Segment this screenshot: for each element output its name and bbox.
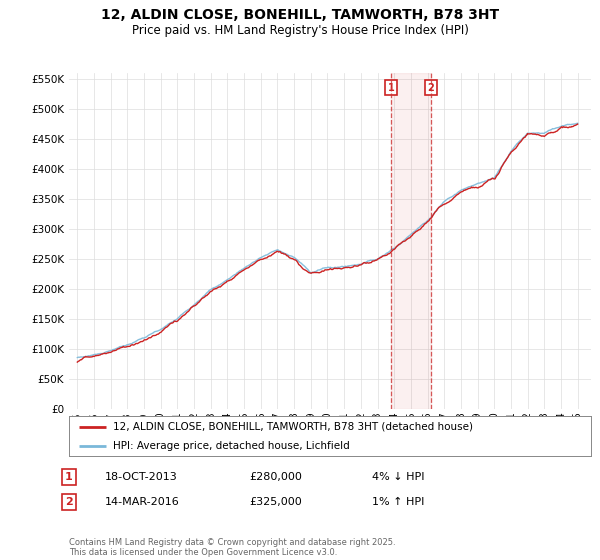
Text: 12, ALDIN CLOSE, BONEHILL, TAMWORTH, B78 3HT: 12, ALDIN CLOSE, BONEHILL, TAMWORTH, B78… [101, 8, 499, 22]
Bar [391, 73, 431, 409]
Text: 14-MAR-2016: 14-MAR-2016 [105, 497, 180, 507]
Text: £280,000: £280,000 [249, 472, 302, 482]
Text: HPI: Average price, detached house, Lichfield: HPI: Average price, detached house, Lich… [113, 441, 350, 450]
Text: £325,000: £325,000 [249, 497, 302, 507]
Text: 12, ALDIN CLOSE, BONEHILL, TAMWORTH, B78 3HT (detached house): 12, ALDIN CLOSE, BONEHILL, TAMWORTH, B78… [113, 422, 473, 432]
Text: Contains HM Land Registry data © Crown copyright and database right 2025.
This d: Contains HM Land Registry data © Crown c… [69, 538, 395, 557]
Text: 2: 2 [65, 497, 73, 507]
Text: 4% ↓ HPI: 4% ↓ HPI [372, 472, 425, 482]
Text: 1% ↑ HPI: 1% ↑ HPI [372, 497, 424, 507]
Text: 1: 1 [65, 472, 73, 482]
Text: 1: 1 [388, 83, 394, 93]
Text: 18-OCT-2013: 18-OCT-2013 [105, 472, 178, 482]
Text: 2: 2 [428, 83, 434, 93]
Text: Price paid vs. HM Land Registry's House Price Index (HPI): Price paid vs. HM Land Registry's House … [131, 24, 469, 36]
